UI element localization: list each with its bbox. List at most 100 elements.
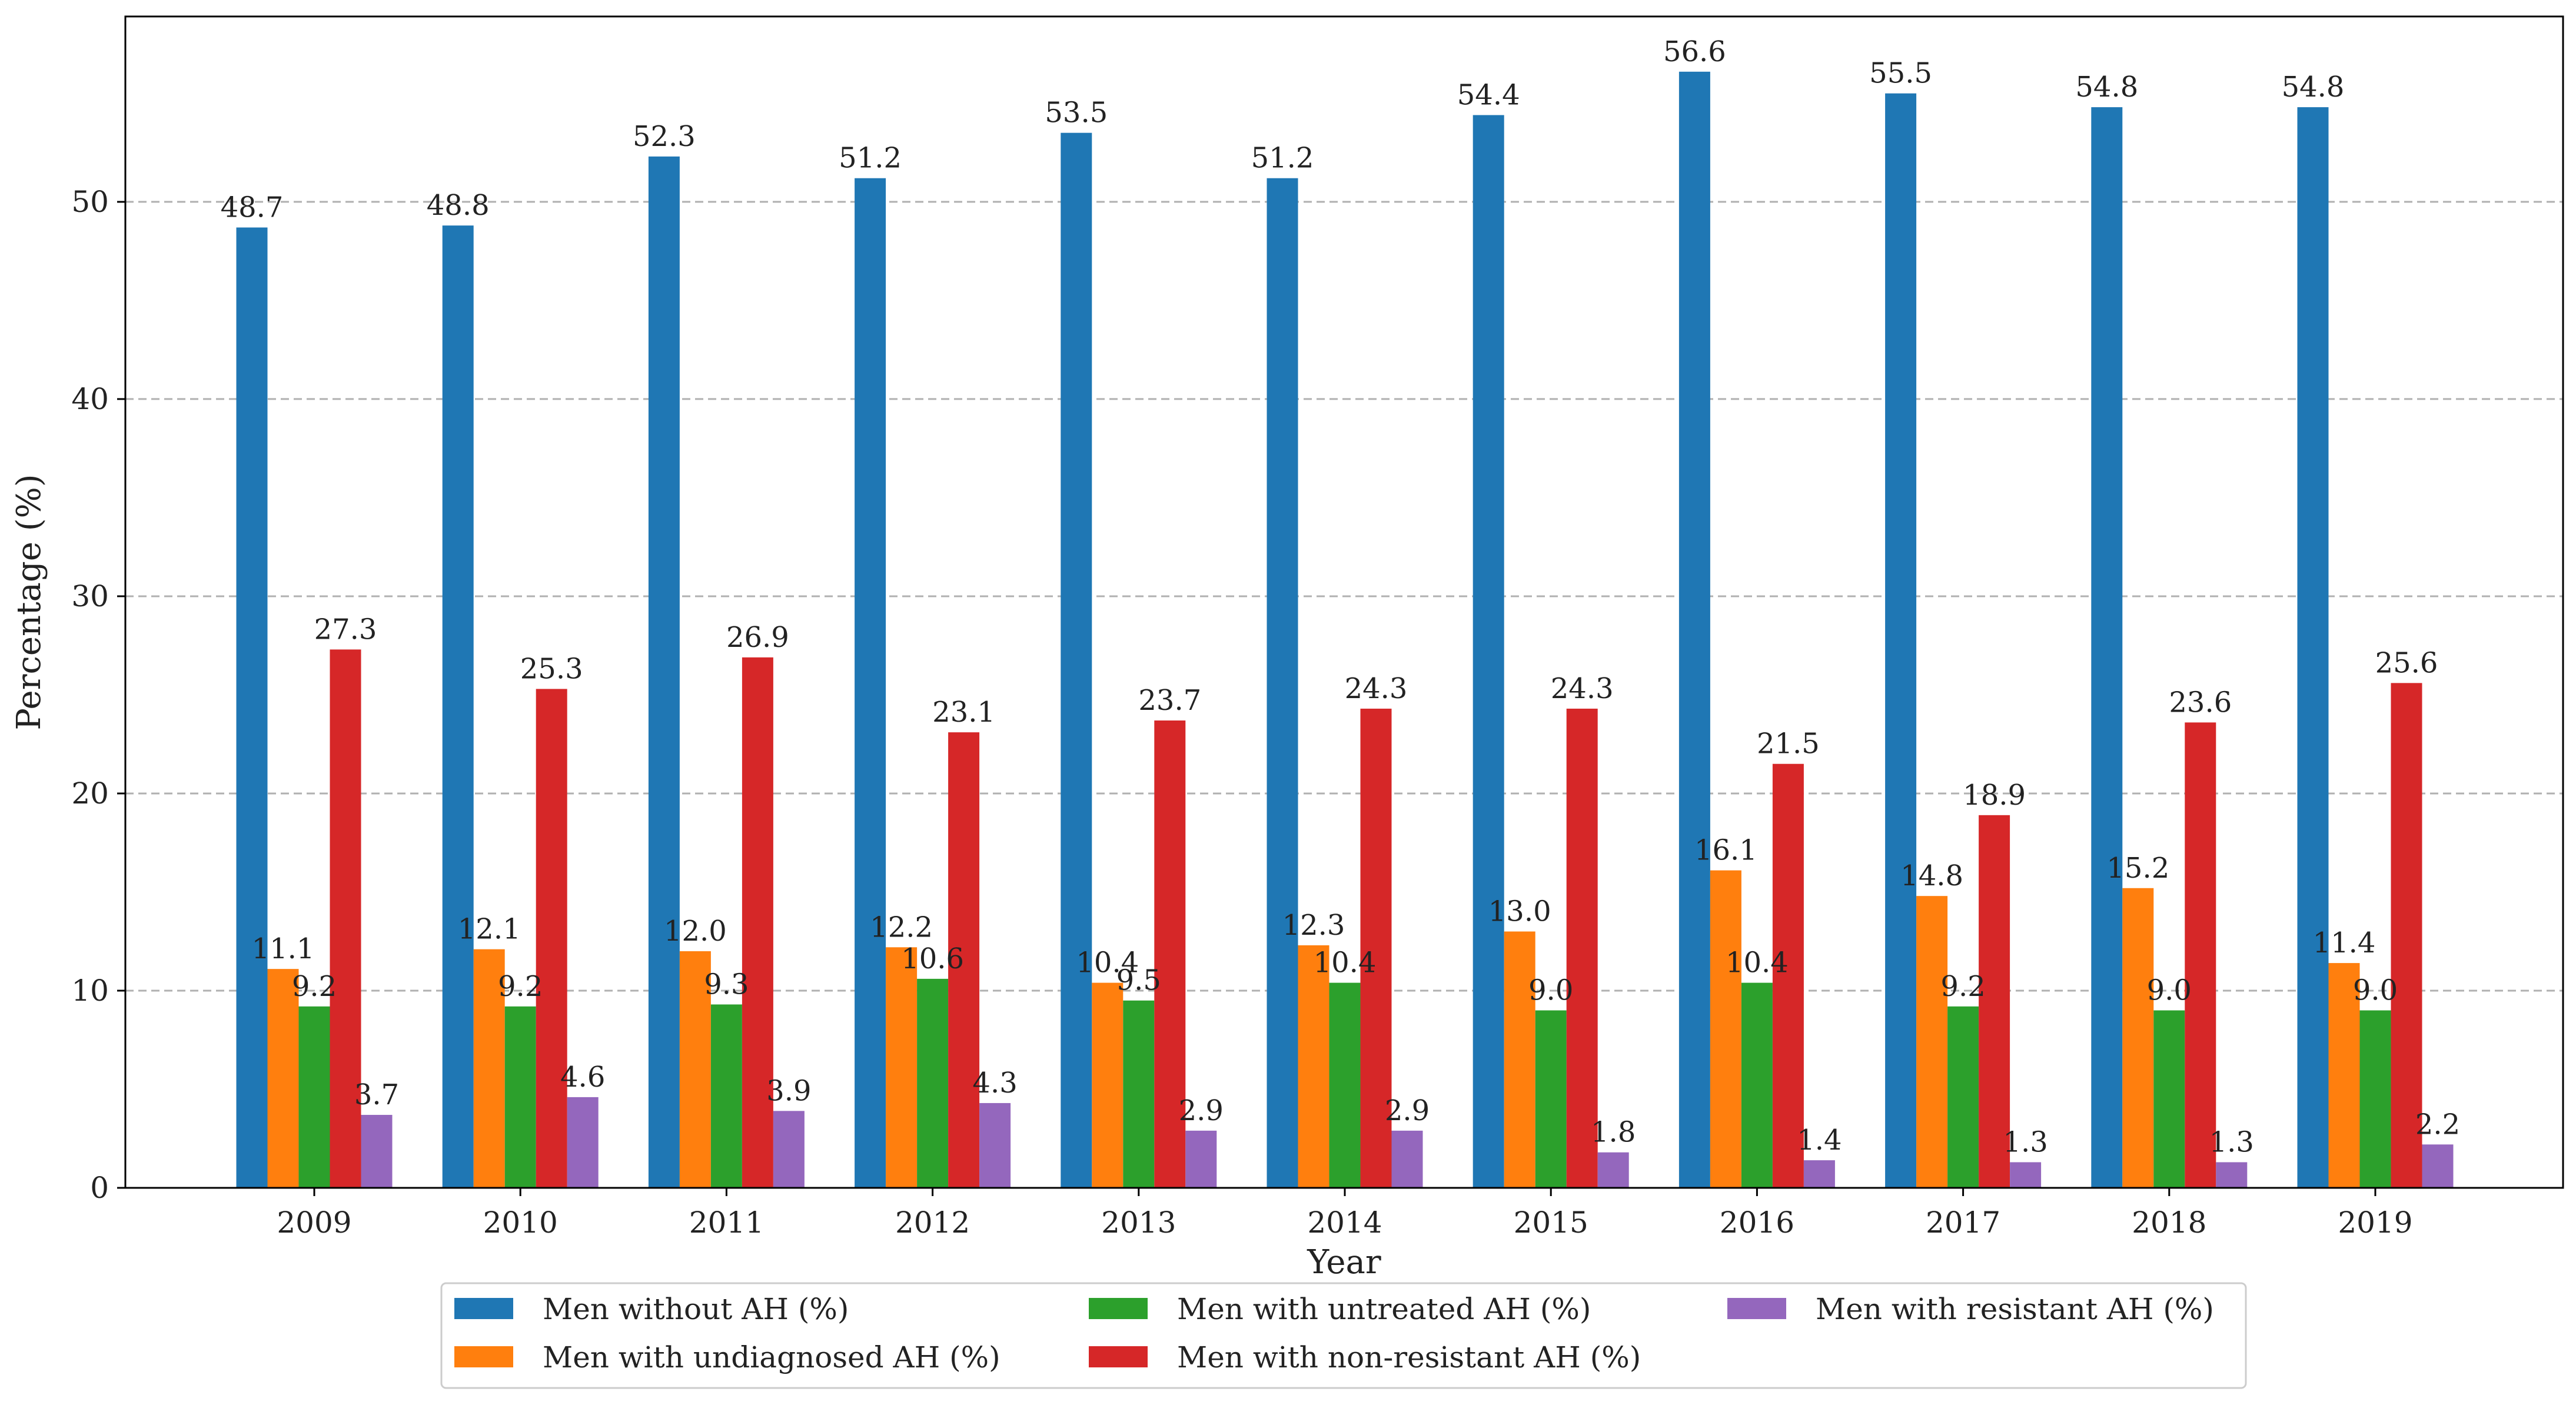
bar-value-label: 16.1	[1694, 834, 1757, 867]
bar-value-label: 10.6	[901, 942, 964, 975]
bar	[1391, 1130, 1423, 1188]
bar-value-label: 55.5	[1869, 57, 1932, 90]
bar	[2091, 107, 2123, 1188]
x-axis: 2009 2010 2011 2012 2013 2014 2015 2016 2017 2018…	[277, 1188, 2413, 1240]
bar	[2328, 963, 2360, 1188]
legend: Men without AH (%) Men with undiagnosed A…	[440, 1282, 2247, 1389]
legend-entry-label: Men without AH (%)	[543, 1292, 849, 1326]
bar	[917, 978, 949, 1188]
bar	[2216, 1162, 2248, 1188]
bar-value-label: 3.7	[354, 1078, 399, 1111]
bar	[1535, 1010, 1567, 1188]
x-tick-label: 2017	[1926, 1206, 2000, 1240]
bar-labels: 48.7 11.1 9.2 27.3 3.7 48.8 12.1 9.2 25.3 4.6 52.3…	[221, 35, 2461, 1159]
bar-value-label: 9.2	[292, 970, 337, 1003]
legend-entry-label: Men with non-resistant AH (%)	[1177, 1340, 1641, 1374]
bar-value-label: 10.4	[1726, 947, 1789, 979]
bar-value-label: 11.1	[252, 932, 315, 965]
bar-value-label: 2.9	[1179, 1094, 1224, 1127]
bar-value-label: 12.2	[870, 911, 933, 944]
bar	[2422, 1144, 2454, 1188]
bar-value-label: 10.4	[1314, 947, 1377, 979]
bar-value-label: 24.3	[1345, 672, 1408, 705]
bar	[1123, 1000, 1155, 1188]
bar	[1092, 982, 1124, 1188]
bar-value-label: 12.0	[664, 915, 727, 948]
bar	[1803, 1160, 1835, 1188]
legend-swatch	[1089, 1298, 1148, 1319]
bar	[1741, 982, 1773, 1188]
y-axis: 0 10 20 30 40 50	[71, 185, 125, 1205]
bar	[1185, 1130, 1217, 1188]
legend-frame	[440, 1282, 2247, 1389]
bar-value-label: 15.2	[2106, 852, 2169, 885]
bar	[1885, 93, 1917, 1188]
bar	[648, 156, 680, 1188]
bar-value-label: 9.0	[1528, 974, 1573, 1007]
x-tick-label: 2019	[2338, 1206, 2412, 1240]
bar	[2010, 1162, 2042, 1188]
bar-value-label: 9.2	[498, 970, 543, 1003]
bar	[2297, 107, 2329, 1188]
bar	[1710, 870, 1741, 1188]
bar	[2391, 683, 2422, 1188]
y-tick-label: 0	[90, 1171, 109, 1205]
bar	[1678, 71, 1710, 1188]
y-tick-label: 20	[71, 776, 109, 811]
bar	[2122, 888, 2154, 1188]
bar	[330, 649, 361, 1188]
legend-swatch	[454, 1346, 513, 1367]
bar	[473, 949, 505, 1188]
bar	[536, 689, 567, 1188]
bar-value-label: 2.9	[1385, 1094, 1430, 1127]
bar-value-label: 54.8	[2282, 71, 2345, 104]
bar-value-label: 25.3	[520, 652, 583, 685]
bar-value-label: 18.9	[1963, 779, 2026, 812]
bar-value-label: 54.8	[2075, 71, 2138, 104]
bar	[1916, 896, 1948, 1188]
bar	[855, 178, 886, 1188]
bar	[1504, 931, 1535, 1188]
bar-value-label: 48.8	[427, 189, 490, 222]
bar-value-label: 9.5	[1116, 964, 1161, 997]
bar	[1360, 708, 1392, 1188]
x-tick-label: 2009	[277, 1206, 351, 1240]
bar-value-label: 53.5	[1045, 97, 1108, 129]
bar	[2185, 722, 2216, 1188]
bar-value-label: 48.7	[221, 191, 284, 224]
bar-value-label: 1.3	[2003, 1125, 2047, 1158]
bar	[1979, 815, 2010, 1188]
bar	[236, 227, 268, 1188]
bar	[1298, 945, 1329, 1188]
bar	[1329, 982, 1361, 1188]
bar	[1061, 132, 1092, 1188]
bar-value-label: 1.4	[1797, 1124, 1842, 1157]
bar-value-label: 23.6	[2169, 686, 2232, 719]
bar	[1267, 178, 1298, 1188]
bar	[1473, 115, 1504, 1188]
bar-value-label: 9.0	[2353, 974, 2398, 1007]
x-tick-label: 2011	[689, 1206, 764, 1240]
x-tick-label: 2012	[895, 1206, 970, 1240]
bar	[1566, 708, 1598, 1188]
bar-value-label: 1.8	[1591, 1116, 1636, 1149]
bars	[236, 71, 2454, 1188]
bar-value-label: 9.2	[1940, 970, 1985, 1003]
bar-value-label: 1.3	[2209, 1125, 2254, 1158]
bar-value-label: 23.1	[932, 696, 995, 729]
bar	[773, 1111, 805, 1188]
bar-value-label: 23.7	[1138, 684, 1201, 717]
bar-value-label: 51.2	[1251, 142, 1314, 175]
x-tick-label: 2014	[1307, 1206, 1382, 1240]
bar-value-label: 52.3	[633, 120, 696, 153]
legend-swatch	[1727, 1298, 1786, 1319]
bar	[2153, 1010, 2185, 1188]
bar-value-label: 10.4	[1076, 947, 1139, 979]
bar-value-label: 13.0	[1488, 895, 1551, 928]
x-axis-title: Year	[1307, 1243, 1381, 1281]
bar	[567, 1097, 599, 1188]
legend-swatch	[1089, 1346, 1148, 1367]
y-tick-label: 50	[71, 185, 109, 219]
bar-value-label: 54.4	[1457, 79, 1520, 112]
bar-value-label: 24.3	[1551, 672, 1614, 705]
